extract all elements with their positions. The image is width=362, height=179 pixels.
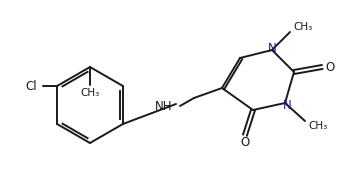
Text: Cl: Cl xyxy=(25,79,37,93)
Text: O: O xyxy=(240,137,250,149)
Text: O: O xyxy=(325,61,334,74)
Text: CH₃: CH₃ xyxy=(293,22,312,32)
Text: CH₃: CH₃ xyxy=(308,121,327,131)
Text: N: N xyxy=(268,42,276,54)
Text: CH₃: CH₃ xyxy=(80,88,100,98)
Text: NH: NH xyxy=(155,100,172,112)
Text: N: N xyxy=(283,98,291,112)
